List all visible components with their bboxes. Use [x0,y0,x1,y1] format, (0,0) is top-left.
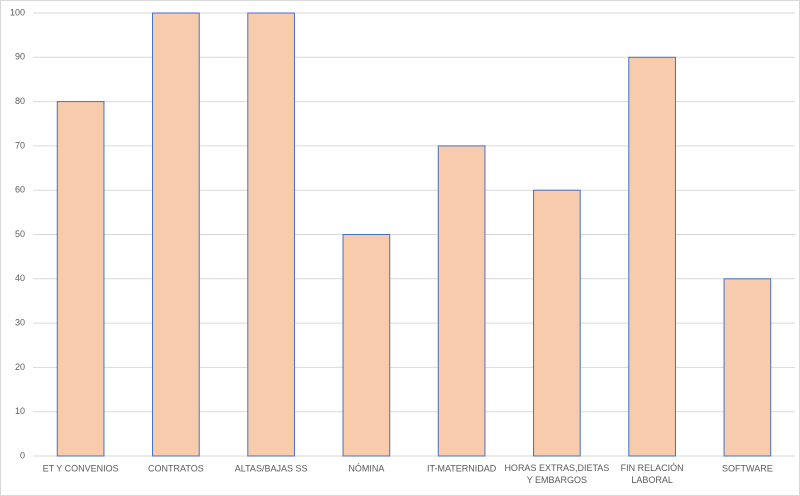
y-tick-label: 40 [15,273,25,283]
bar [247,12,295,457]
x-tick-label: SOFTWARE [722,463,773,473]
bar [56,101,105,457]
bar [342,234,391,457]
bar [152,12,200,457]
y-tick-label: 50 [15,229,25,239]
y-tick-label: 80 [15,96,25,106]
bar [437,145,486,457]
y-tick-label: 10 [15,406,25,416]
x-tick-label: IT-MATERNIDAD [427,463,497,473]
x-tick-label: NÓMINA [348,463,384,473]
bar [628,56,676,457]
x-tick-label: ET Y CONVENIOS [43,463,119,473]
y-tick-label: 30 [15,317,25,327]
x-tick-label: FIN RELACIÓN LABORAL [621,463,684,485]
y-tick-label: 20 [15,362,25,372]
x-tick-label: CONTRATOS [148,463,204,473]
y-tick-label: 70 [15,140,25,150]
y-tick-label: 90 [15,52,25,62]
y-tick-label: 60 [15,185,25,195]
bar [723,278,772,457]
y-tick-label: 0 [20,450,25,460]
bar [533,189,581,457]
y-tick-label: 100 [10,7,25,17]
x-tick-label: ALTAS/BAJAS SS [235,463,308,473]
x-tick-label: HORAS EXTRAS,DIETAS Y EMBARGOS [504,463,609,485]
